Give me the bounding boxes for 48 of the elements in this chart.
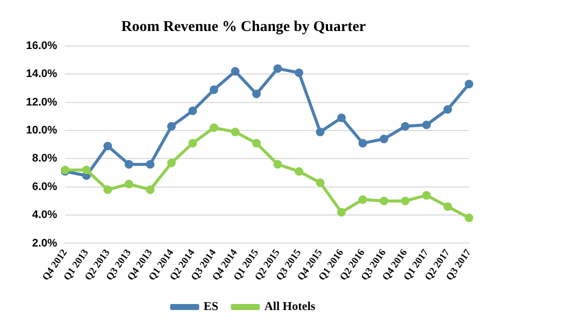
point [273,64,282,73]
chart-title: Room Revenue % Change by Quarter [121,18,366,35]
point [443,202,452,211]
point [146,160,155,169]
point [358,195,368,204]
point [358,138,368,148]
y-tick-label: 6.0% [32,180,58,193]
point [82,166,91,174]
y-tick-label: 4.0% [32,209,58,222]
point [443,105,452,114]
point [380,196,388,206]
point [273,160,282,169]
point [146,185,155,194]
point [464,214,474,222]
point [422,191,431,200]
point [167,158,176,168]
point [210,123,218,132]
point [210,85,218,94]
point [422,120,431,130]
point [316,178,325,187]
point [230,128,240,136]
point [124,180,134,188]
y-tick-label: 2.0% [32,237,58,250]
point [188,106,198,116]
point [337,114,346,122]
y-tick-label: 14.0% [26,68,58,80]
y-tick-label: 10.0% [26,124,58,137]
point [400,196,410,206]
legend-label: ES [204,299,219,314]
point [337,208,346,217]
point [103,142,112,150]
point [294,68,304,78]
point [230,67,240,76]
y-tick-label: 8.0% [32,152,58,165]
point [103,185,112,194]
point [400,122,410,131]
y-tick-label: 12.0% [26,96,58,108]
point [380,134,388,144]
point [252,90,261,98]
point [188,138,198,148]
point [252,138,261,148]
point [464,80,474,88]
point [124,160,134,169]
legend-label: All Hotels [264,299,316,314]
y-tick-label: 16.0% [26,40,58,52]
point [294,167,304,176]
point [167,122,176,131]
point [316,128,325,136]
